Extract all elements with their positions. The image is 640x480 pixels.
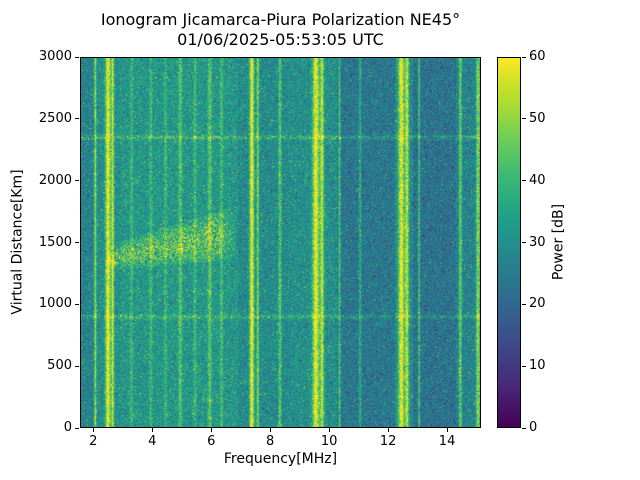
- x-tick-mark: [151, 428, 153, 432]
- colorbar-tick-label: 40: [529, 172, 546, 188]
- y-tick-label: 0: [63, 420, 72, 435]
- colorbar-canvas: [497, 57, 521, 428]
- colorbar-tick-mark: [522, 180, 526, 182]
- y-tick-mark: [75, 56, 79, 58]
- colorbar-tick-mark: [522, 56, 526, 58]
- y-tick-label: 1500: [38, 234, 72, 250]
- x-tick-label: 4: [148, 434, 157, 449]
- y-axis-label: Virtual Distance[Km]: [9, 169, 26, 315]
- x-tick-mark: [446, 428, 448, 432]
- x-tick-mark: [387, 428, 389, 432]
- y-tick-label: 500: [47, 358, 72, 374]
- y-tick-mark: [75, 427, 79, 429]
- y-tick-mark: [75, 118, 79, 120]
- x-tick-mark: [210, 428, 212, 432]
- x-tick-label: 8: [266, 434, 275, 449]
- x-tick-label: 6: [207, 434, 216, 449]
- colorbar-tick-label: 30: [529, 234, 546, 250]
- y-tick-mark: [75, 303, 79, 305]
- x-tick-mark: [92, 428, 94, 432]
- x-tick-label: 14: [438, 434, 456, 449]
- colorbar-tick-mark: [522, 303, 526, 305]
- y-tick-label: 2000: [38, 172, 72, 188]
- y-tick-label: 2500: [38, 110, 72, 126]
- colorbar-tick-mark: [522, 242, 526, 243]
- y-tick-label: 3000: [38, 49, 72, 64]
- x-tick-mark: [328, 428, 330, 432]
- colorbar-tick-label: 60: [529, 49, 546, 64]
- colorbar-tick-label: 20: [529, 296, 546, 312]
- heatmap-canvas: [80, 57, 481, 428]
- y-tick-mark: [75, 242, 79, 243]
- y-tick-mark: [75, 365, 79, 367]
- x-tick-label: 10: [320, 434, 338, 449]
- colorbar-tick-label: 0: [529, 420, 538, 435]
- chart-subtitle: 01/06/2025-05:53:05 UTC: [177, 30, 384, 49]
- colorbar-tick-label: 10: [529, 358, 546, 374]
- colorbar-tick-mark: [522, 365, 526, 367]
- colorbar-tick-mark: [522, 118, 526, 120]
- colorbar-tick-label: 50: [529, 110, 546, 126]
- y-tick-mark: [75, 180, 79, 182]
- y-tick-label: 1000: [38, 296, 72, 312]
- x-axis-label: Frequency[MHz]: [223, 451, 338, 467]
- x-tick-mark: [269, 428, 271, 432]
- x-tick-label: 12: [379, 434, 397, 449]
- x-tick-label: 2: [89, 434, 98, 449]
- colorbar-tick-mark: [522, 427, 526, 429]
- chart-title: Ionogram Jicamarca-Piura Polarization NE…: [100, 10, 461, 29]
